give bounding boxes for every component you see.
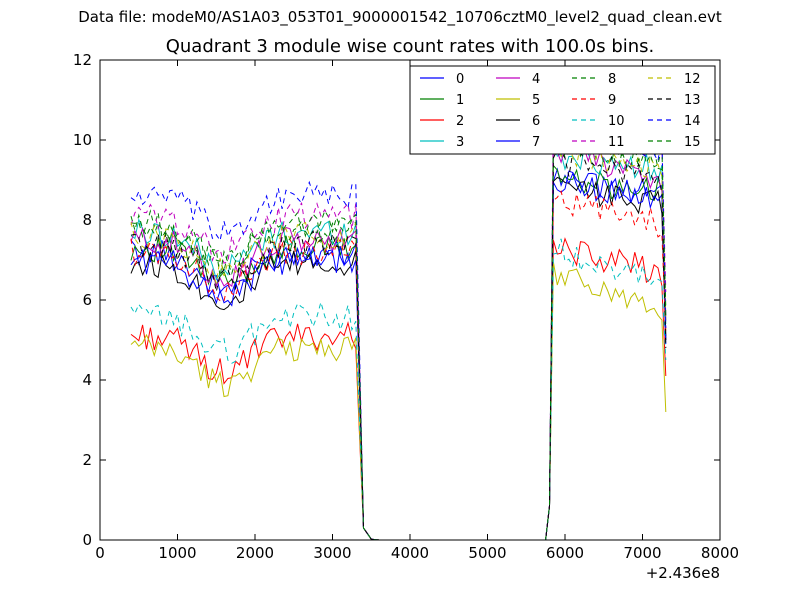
legend-label-6: 6	[532, 114, 540, 129]
legend-label-8: 8	[608, 72, 616, 87]
legend-label-9: 9	[608, 93, 616, 108]
x-tick-label: 2000	[236, 544, 274, 562]
series-line-5	[130, 262, 667, 541]
y-tick-label: 6	[82, 291, 92, 309]
series-line-8	[130, 137, 667, 541]
x-tick-label: 6000	[546, 544, 584, 562]
legend-box	[409, 65, 716, 155]
x-tick-label: 1000	[158, 544, 196, 562]
series-line-10	[130, 238, 667, 541]
figure-suptitle: Data file: modeM0/AS1A03_053T01_90000015…	[78, 8, 722, 26]
legend-label-13: 13	[684, 93, 701, 108]
series-line-11	[130, 105, 667, 541]
series-line-9	[130, 190, 667, 541]
series-layer	[130, 105, 667, 541]
series-line-14	[130, 119, 667, 541]
legend-label-11: 11	[608, 135, 625, 150]
axis-ticks: 0 1000 2000 3000 4000 5000 6000 7000 80000246810…	[73, 51, 739, 562]
legend-label-12: 12	[684, 72, 701, 87]
x-tick-label: 3000	[313, 544, 351, 562]
series-line-1	[130, 164, 667, 541]
y-tick-label: 10	[73, 131, 92, 149]
legend-label-3: 3	[456, 135, 464, 150]
legend-label-15: 15	[684, 135, 701, 150]
series-line-6	[130, 176, 667, 541]
legend-label-5: 5	[532, 93, 540, 108]
y-tick-label: 12	[73, 51, 92, 69]
legend-label-2: 2	[456, 114, 464, 129]
y-tick-label: 2	[82, 451, 92, 469]
series-line-12	[130, 143, 667, 541]
x-tick-label: 5000	[468, 544, 506, 562]
x-tick-label: 4000	[391, 544, 429, 562]
legend-label-14: 14	[684, 114, 701, 129]
legend-label-4: 4	[532, 72, 540, 87]
legend-label-1: 1	[456, 93, 464, 108]
series-line-2	[130, 237, 667, 541]
series-line-7	[130, 170, 667, 541]
chart-title: Quadrant 3 module wise count rates with …	[165, 36, 655, 57]
y-tick-label: 0	[82, 531, 92, 549]
series-line-13	[130, 149, 667, 541]
x-offset-label: +2.436e8	[646, 564, 720, 582]
series-line-4	[130, 142, 667, 541]
legend-label-7: 7	[532, 135, 540, 150]
series-line-0	[130, 167, 667, 541]
x-tick-label: 7000	[623, 544, 661, 562]
y-tick-label: 8	[82, 211, 92, 229]
y-tick-label: 4	[82, 371, 92, 389]
series-line-3	[130, 144, 667, 541]
legend-label-10: 10	[608, 114, 625, 129]
x-tick-label: 0	[95, 544, 105, 562]
x-tick-label: 8000	[701, 544, 739, 562]
legend-label-0: 0	[456, 72, 464, 87]
